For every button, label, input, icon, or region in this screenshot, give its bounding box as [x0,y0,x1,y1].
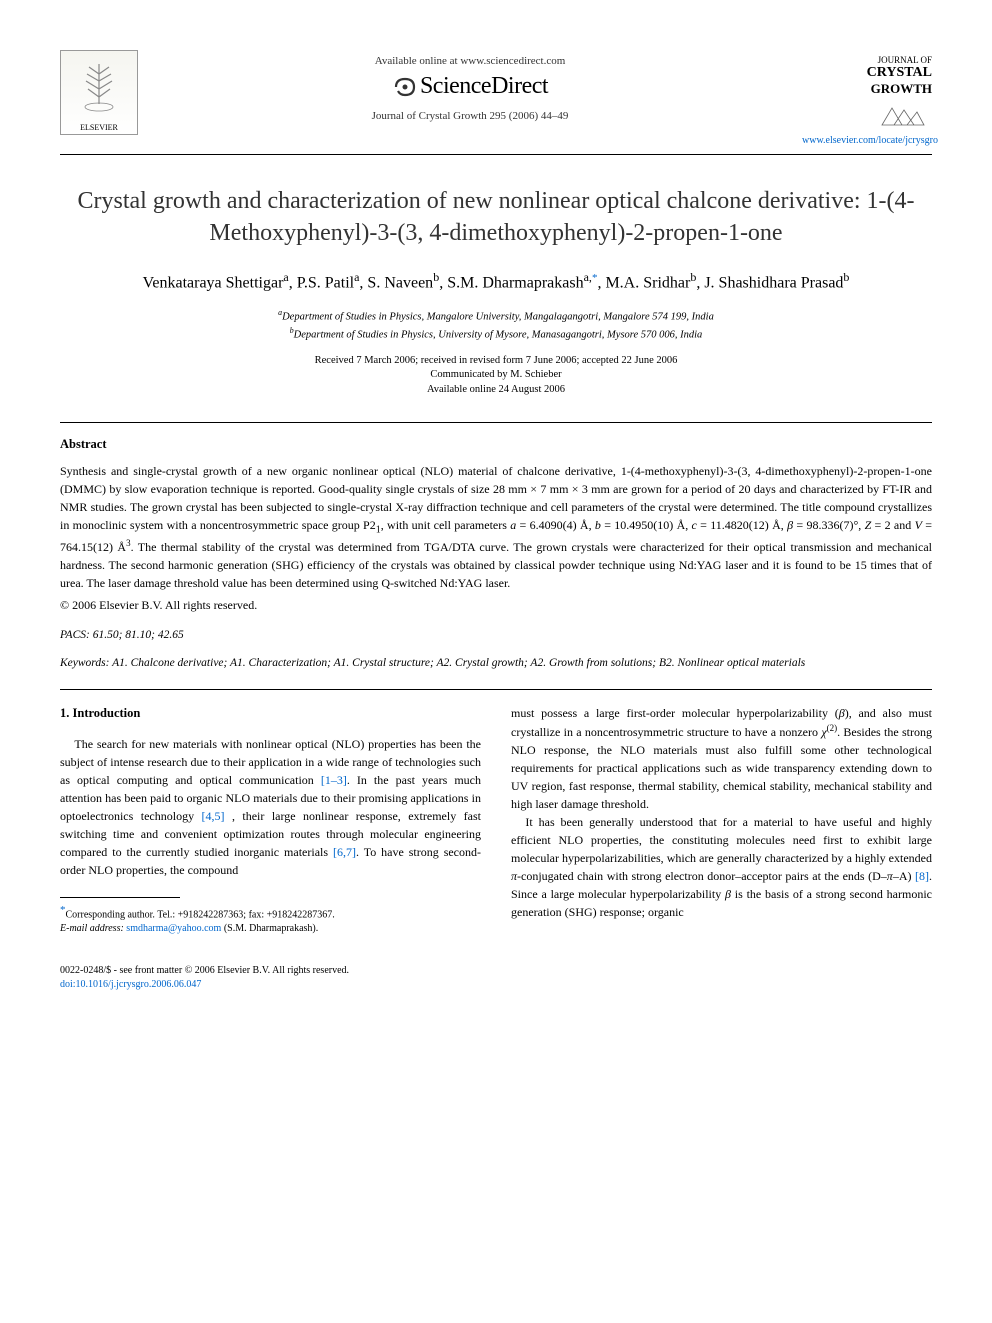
email-label: E-mail address: [60,923,124,934]
keywords-label: Keywords: [60,657,109,669]
corresponding-author-footnote: *Corresponding author. Tel.: +9182422873… [60,903,481,936]
article-title: Crystal growth and characterization of n… [60,185,932,250]
journal-logo: JOURNAL OF CRYSTAL GROWTH www.elsevier.c… [802,50,932,146]
communicated-by: Communicated by M. Schieber [60,368,932,383]
journal-name-crystal: CRYSTAL [802,65,932,81]
keywords-values: A1. Chalcone derivative; A1. Characteriz… [112,657,805,669]
footnote-divider [60,897,180,898]
affiliation-a: aDepartment of Studies in Physics, Manga… [60,307,932,325]
main-content-columns: 1. Introduction The search for new mater… [60,704,932,936]
header-divider [60,154,932,155]
journal-crystal-icon [872,100,932,130]
abstract-text: Synthesis and single-crystal growth of a… [60,462,932,592]
available-online-date: Available online 24 August 2006 [60,383,932,398]
keywords-line: Keywords: A1. Chalcone derivative; A1. C… [60,655,932,671]
journal-link[interactable]: www.elsevier.com/locate/jcrysgro [802,135,932,146]
affiliation-b: bDepartment of Studies in Physics, Unive… [60,325,932,343]
article-dates: Received 7 March 2006; received in revis… [60,354,932,398]
affiliations: aDepartment of Studies in Physics, Manga… [60,307,932,344]
journal-name-prefix: JOURNAL OF [802,55,932,65]
publisher-logo: ELSEVIER [60,50,138,135]
footer: 0022-0248/$ - see front matter © 2006 El… [60,964,932,992]
sciencedirect-logo-row: ScienceDirect [138,73,802,100]
intro-paragraph-1: The search for new materials with nonlin… [60,735,481,879]
copyright-text: © 2006 Elsevier B.V. All rights reserved… [60,598,932,613]
journal-reference: Journal of Crystal Growth 295 (2006) 44–… [138,110,802,122]
left-column: 1. Introduction The search for new mater… [60,704,481,936]
sciencedirect-text: ScienceDirect [420,73,548,100]
abstract-label: Abstract [60,437,932,452]
sciencedirect-icon [392,74,418,100]
intro-paragraph-3: It has been generally understood that fo… [511,813,932,921]
available-online-text: Available online at www.sciencedirect.co… [138,55,802,67]
pacs-values: 61.50; 81.10; 42.65 [93,629,184,641]
abstract-top-divider [60,422,932,423]
footer-doi[interactable]: doi:10.1016/j.jcrysgro.2006.06.047 [60,978,932,992]
right-column: must possess a large first-order molecul… [511,704,932,936]
publisher-name: ELSEVIER [61,123,137,132]
pacs-line: PACS: 61.50; 81.10; 42.65 [60,629,932,641]
elsevier-tree-icon [74,59,124,114]
header-top-row: ELSEVIER Available online at www.science… [60,50,932,146]
authors-list: Venkataraya Shettigara, P.S. Patila, S. … [60,268,932,295]
journal-name-growth: GROWTH [802,81,932,97]
introduction-heading: 1. Introduction [60,704,481,723]
center-header: Available online at www.sciencedirect.co… [138,50,802,122]
footer-front-matter: 0022-0248/$ - see front matter © 2006 El… [60,964,932,978]
corresponding-text: Corresponding author. Tel.: +91824228736… [66,909,335,920]
intro-paragraph-2: must possess a large first-order molecul… [511,704,932,813]
header-area: ELSEVIER Available online at www.science… [60,50,932,155]
email-name: (S.M. Dharmaprakash). [224,923,318,934]
received-date: Received 7 March 2006; received in revis… [60,354,932,369]
abstract-bottom-divider [60,689,932,690]
pacs-label: PACS: [60,629,90,641]
email-address[interactable]: smdharma@yahoo.com [126,923,221,934]
